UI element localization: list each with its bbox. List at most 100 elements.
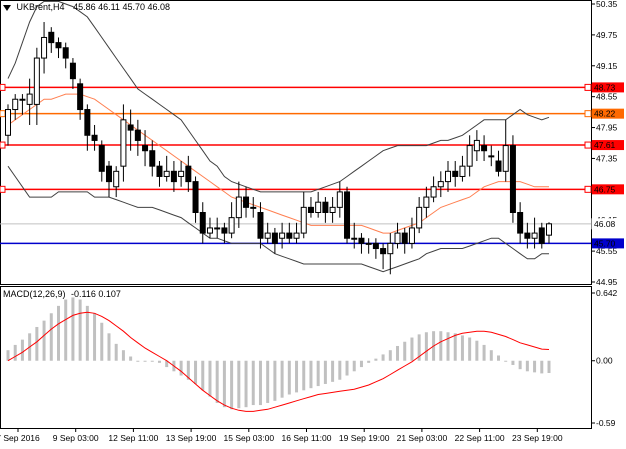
candle-body (336, 191, 343, 208)
candle-body (329, 206, 336, 214)
macd-bar (497, 355, 501, 361)
macd-bar (475, 340, 479, 361)
time-axis-label: 12 Sep 11:00 (108, 433, 158, 443)
macd-bar (78, 299, 82, 361)
macd-bar (157, 360, 161, 363)
macd-bar (215, 360, 219, 403)
macd-bar (446, 332, 450, 361)
macd-axis-label: 0.00 (596, 356, 613, 366)
macd-bar (20, 339, 24, 361)
candle-body (206, 227, 213, 234)
candle-body (105, 165, 112, 183)
macd-bar (417, 334, 421, 361)
candle-body (524, 232, 531, 239)
macd-bar (396, 345, 400, 361)
candle-body (401, 232, 408, 244)
macd-bar (323, 360, 327, 384)
candle-body (322, 201, 329, 214)
macd-bar (439, 331, 443, 361)
level-price-label: 46.75 (594, 184, 616, 194)
candle-body (546, 223, 552, 236)
macd-bar (453, 333, 457, 361)
candle-body (502, 145, 509, 172)
macd-bar (316, 360, 320, 387)
candle-body (279, 232, 286, 239)
macd-bar (136, 360, 140, 362)
price-axis-label: 48.55 (596, 92, 618, 102)
chart-header: UKBrent,H4 45.86 46.11 45.70 46.08 (3, 2, 170, 12)
candle-body (315, 201, 322, 214)
candle-body (531, 232, 538, 239)
candle-body (91, 134, 98, 141)
level-price-label: 45.70 (594, 238, 616, 248)
candle-body (473, 139, 480, 152)
macd-bar (273, 360, 277, 401)
level-marker-left (0, 83, 6, 91)
macd-bar (165, 360, 169, 368)
candle-body (509, 145, 516, 214)
candle-body (12, 98, 19, 111)
macd-bar (533, 360, 537, 373)
macd-bar (100, 322, 104, 361)
macd-bar (71, 297, 75, 361)
time-axis-label: 19 Sep 19:00 (339, 433, 390, 443)
macd-bar (482, 344, 486, 361)
candle-body (452, 170, 459, 177)
level-price-box (592, 108, 624, 119)
candle-body (243, 196, 250, 208)
macd-bar (64, 299, 68, 361)
candle-body (300, 206, 307, 234)
macd-bar (489, 350, 493, 361)
candle-body (170, 170, 177, 183)
candle-body (459, 165, 466, 177)
candle-body (178, 170, 185, 177)
time-axis-label: 15 Sep 03:00 (224, 433, 275, 443)
ohlc-values: 45.86 46.11 45.70 46.08 (73, 2, 170, 12)
time-axis-label: 23 Sep 19:00 (512, 433, 563, 443)
macd-bar (468, 337, 472, 361)
macd-bar (547, 360, 551, 373)
macd-signal-line (7, 311, 550, 412)
candle-body (33, 57, 40, 105)
macd-bar (367, 360, 371, 363)
candle-body (185, 165, 192, 183)
price-axis-label: 49.75 (596, 30, 618, 40)
candle-body (142, 145, 149, 152)
macd-bar (309, 360, 313, 389)
macd-bar (381, 354, 385, 361)
candle-body (380, 248, 387, 255)
level-marker-right (584, 110, 592, 118)
candle-body (156, 165, 163, 177)
candle-body (149, 150, 156, 167)
symbol-dropdown-icon[interactable] (3, 4, 11, 11)
macd-bar (460, 335, 464, 361)
level-price-label: 48.73 (594, 82, 616, 92)
candle-body (221, 227, 228, 234)
candle-body (365, 242, 372, 245)
macd-bar (42, 320, 46, 361)
level-price-box (592, 184, 624, 195)
macd-axis-label: -0.59 (596, 418, 616, 428)
candle-body (430, 186, 437, 198)
candle-body (495, 160, 502, 172)
candle-body (214, 227, 221, 230)
macd-bar (237, 360, 241, 409)
time-axis-label: 9 Sep 03:00 (53, 433, 99, 443)
macd-header: MACD(12,26,9) -0.116 0.107 (3, 289, 121, 299)
candle-body (488, 155, 495, 158)
macd-bar (35, 326, 39, 361)
macd-panel-frame (0, 286, 592, 429)
symbol-label: UKBrent,H4 (16, 2, 65, 12)
candle-body (98, 145, 105, 172)
time-axis-label: 22 Sep 11:00 (455, 433, 505, 443)
price-axis-label: 47.35 (596, 153, 618, 163)
candle-body (48, 31, 55, 44)
macd-bar (143, 360, 147, 362)
candle-body (84, 109, 91, 136)
macd-bar (504, 360, 508, 362)
candle-body (127, 124, 134, 131)
level-marker-left (0, 141, 6, 149)
macd-bar (287, 360, 291, 395)
macd-values: -0.116 0.107 (71, 289, 121, 299)
